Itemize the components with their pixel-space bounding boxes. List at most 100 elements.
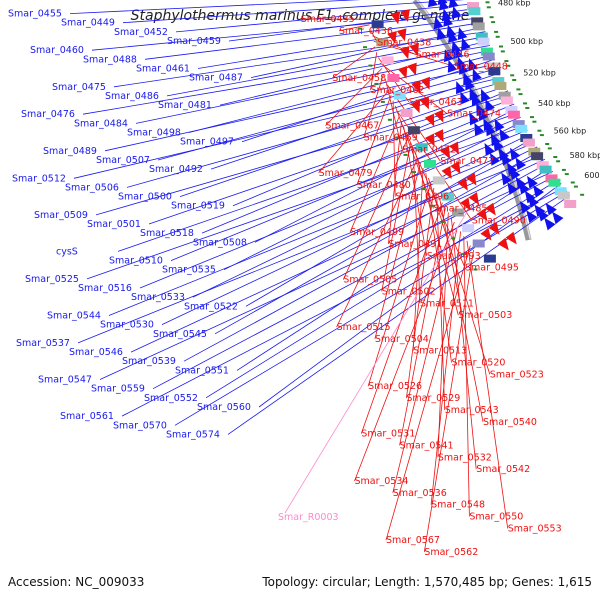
reverse-gene-label: Smar_0491 [388,239,442,250]
forward-leader-line [228,7,479,42]
scale-dot [539,134,544,137]
feature-color-box [500,96,513,105]
forward-gene-label: Smar_0501 [87,219,141,230]
scale-dot [516,88,521,91]
forward-gene-label: Smar_0533 [131,292,185,303]
scale-dot [489,16,494,19]
scale-dot [421,188,426,191]
reverse-gene-label: Smar_0469 [364,132,418,143]
scale-dot [530,116,534,119]
feature-color-box [486,62,499,71]
reverse-leader-line [338,24,370,32]
reverse-leader-line [428,177,491,375]
forward-gene-label: Smar_0498 [127,128,181,139]
forward-gene-label: Smar_0551 [175,365,229,376]
kbp-tick-label: 520 kbp [523,69,556,78]
forward-gene-label: Smar_0544 [47,311,101,322]
forward-gene-label: Smar_0508 [193,237,247,248]
feature-color-box [415,143,428,152]
forward-leader-line [197,21,483,69]
kbp-tick-label: 500 kbp [510,37,543,46]
reverse-gene-arrow [390,9,410,25]
reverse-gene-label: Smar_0513 [413,346,467,357]
scale-dot [512,79,517,81]
reverse-leader-line [363,73,384,138]
feature-color-box [488,67,501,76]
feature-color-box [539,165,552,174]
forward-gene-label: Smar_0449 [61,18,115,29]
forward-leader-line [245,138,533,307]
forward-gene-arrow [484,138,504,156]
reverse-gene-label: Smar_0485 [434,204,488,215]
feature-color-box [520,134,533,142]
feature-color-box [471,17,484,26]
feature-color-box [477,37,490,46]
topology-label: Topology: circular; Length: 1,570,485 bp… [262,575,592,589]
feature-color-box [376,38,389,47]
reverse-leader-line [436,192,446,410]
reverse-gene-label: Smar_0490 [472,215,526,226]
feature-color-box [505,106,518,114]
reverse-gene-label: Smar_0553 [508,523,562,534]
forward-gene-label: Smar_0560 [197,402,251,413]
forward-gene-arrow [433,13,453,30]
forward-leader-line [179,85,507,197]
scale-dot [485,1,490,4]
reverse-gene-label: Smar_0526 [368,381,422,392]
reverse-gene-label: Smar_0550 [469,512,523,523]
forward-gene-label: Smar_0509 [34,210,88,221]
forward-leader-line [130,158,546,353]
feature-color-box [522,138,535,147]
reverse-gene-label: Smar_0531 [361,429,415,440]
feature-color-box [545,174,558,183]
reverse-leader-line [374,162,421,339]
forward-gene-label: Smar_0507 [96,155,150,166]
scale-dot [395,136,400,139]
forward-gene-label: Smar_0492 [149,164,203,175]
forward-leader-line [117,112,519,252]
reverse-gene-label: Smar_0534 [355,476,409,487]
forward-leader-line [86,125,526,280]
forward-leader-line [241,58,496,143]
reverse-gene-label: Smar_0502 [382,286,436,297]
reverse-gene-label: Smar_0472 [402,144,456,155]
forward-gene-label: Smar_0530 [100,320,154,331]
reverse-gene-label: Smar_0541 [400,440,454,451]
scale-dot [570,181,575,184]
forward-gene-arrow [439,0,459,11]
scale-dot [532,120,537,123]
reverse-gene-label: Smar_0515 [337,322,391,333]
feature-color-box [467,2,479,11]
forward-gene-arrow [501,167,521,186]
forward-gene-label: Smar_0546 [69,347,123,358]
reverse-gene-label: Smar_0479 [319,168,373,179]
forward-gene-label: Smar_0506 [65,182,119,193]
reverse-gene-arrow [440,141,459,160]
reverse-leader-line [450,217,477,470]
reverse-leader-line [425,172,452,363]
feature-color-box [462,224,475,233]
reverse-leader-line [342,137,409,280]
scale-dot [564,173,569,176]
reverse-gene-label: Smar_0520 [452,358,506,369]
forward-gene-label: Smar_0516 [78,283,132,294]
reverse-gene-arrow [460,192,480,211]
scale-dot [580,193,585,196]
forward-leader-line [166,35,488,97]
reverse-gene-arrow [387,28,407,44]
forward-gene-label: Smar_0510 [109,256,163,267]
forward-leader-line [219,40,489,106]
reverse-leader-line [325,68,383,126]
feature-track [358,0,585,271]
forward-leader-line [82,45,491,115]
forward-gene-label: Smar_0487 [189,73,243,84]
scale-dot [523,102,527,105]
scale-dot [473,268,478,271]
forward-gene-label: Smar_0570 [113,420,167,431]
reverse-gene-label: Smar_0477 [440,156,494,167]
forward-gene-label: Smar_0484 [74,118,128,129]
forward-leader-line [91,12,481,51]
accession-label: Accession: NC_009033 [8,575,145,589]
kbp-tick-label: 480 kbp [498,0,531,8]
